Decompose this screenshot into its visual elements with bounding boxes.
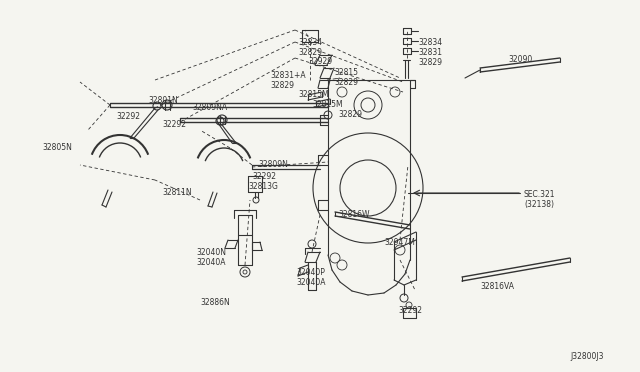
Text: 32809N: 32809N: [258, 160, 288, 169]
Text: 32815: 32815: [334, 68, 358, 77]
Text: 32831: 32831: [418, 48, 442, 57]
Text: 32801N: 32801N: [148, 96, 178, 105]
Text: 32805N: 32805N: [42, 143, 72, 152]
Text: 32829: 32829: [418, 58, 442, 67]
Text: 32292: 32292: [162, 120, 186, 129]
Text: 32829: 32829: [338, 110, 362, 119]
Text: 32834: 32834: [418, 38, 442, 47]
Text: 32834: 32834: [298, 38, 322, 47]
Text: 32813G: 32813G: [248, 182, 278, 191]
Text: 32040N: 32040N: [196, 248, 226, 257]
Text: 32929: 32929: [308, 57, 332, 66]
Text: 32831+A: 32831+A: [270, 71, 306, 80]
Text: 32292: 32292: [398, 306, 422, 315]
Text: 32040A: 32040A: [296, 278, 326, 287]
Text: 32040P: 32040P: [296, 268, 325, 277]
Text: 32292: 32292: [252, 172, 276, 181]
Text: 32090: 32090: [508, 55, 532, 64]
Text: 32947M: 32947M: [384, 238, 415, 247]
Text: 32816W: 32816W: [338, 210, 369, 219]
Text: 32829: 32829: [334, 78, 358, 87]
Text: SEC.321: SEC.321: [524, 190, 556, 199]
Text: 32815M: 32815M: [312, 100, 342, 109]
Text: 32829: 32829: [270, 81, 294, 90]
Text: (32138): (32138): [524, 200, 554, 209]
Text: 32811N: 32811N: [162, 188, 191, 197]
Text: 32816VA: 32816VA: [480, 282, 514, 291]
Text: 32815M: 32815M: [298, 90, 328, 99]
Text: J32800J3: J32800J3: [570, 352, 604, 361]
Text: 32809NA: 32809NA: [192, 103, 227, 112]
Text: 32040A: 32040A: [196, 258, 225, 267]
Text: 32829: 32829: [298, 48, 322, 57]
Text: 32292: 32292: [116, 112, 140, 121]
Text: 32886N: 32886N: [200, 298, 230, 307]
